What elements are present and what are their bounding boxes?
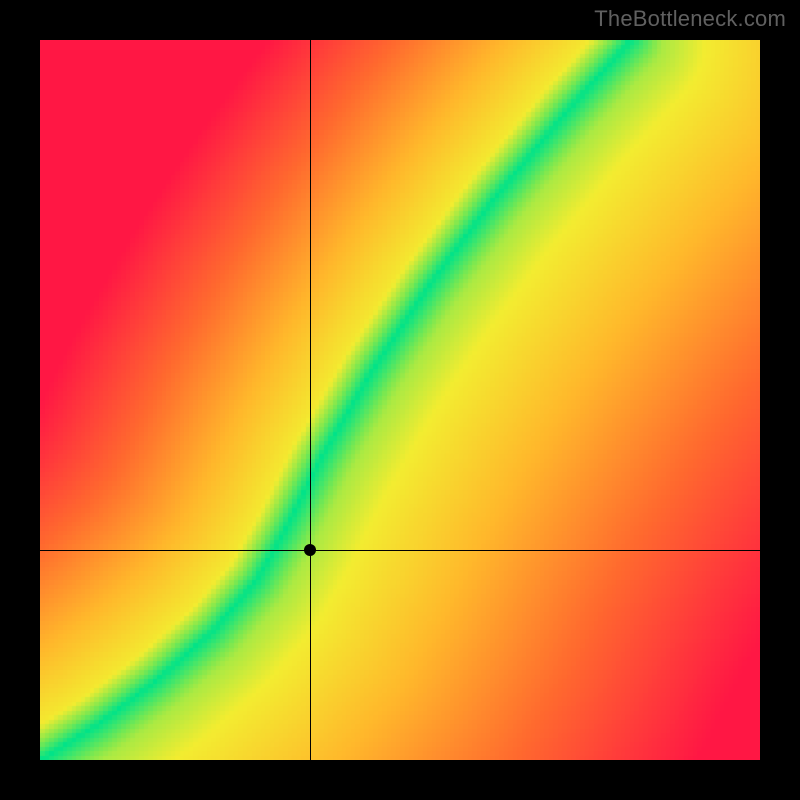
crosshair-vertical bbox=[310, 40, 311, 760]
chart-container: TheBottleneck.com bbox=[0, 0, 800, 800]
attribution-text: TheBottleneck.com bbox=[594, 6, 786, 32]
data-point-marker bbox=[304, 544, 316, 556]
crosshair-horizontal bbox=[40, 550, 760, 551]
heatmap-canvas bbox=[40, 40, 760, 760]
